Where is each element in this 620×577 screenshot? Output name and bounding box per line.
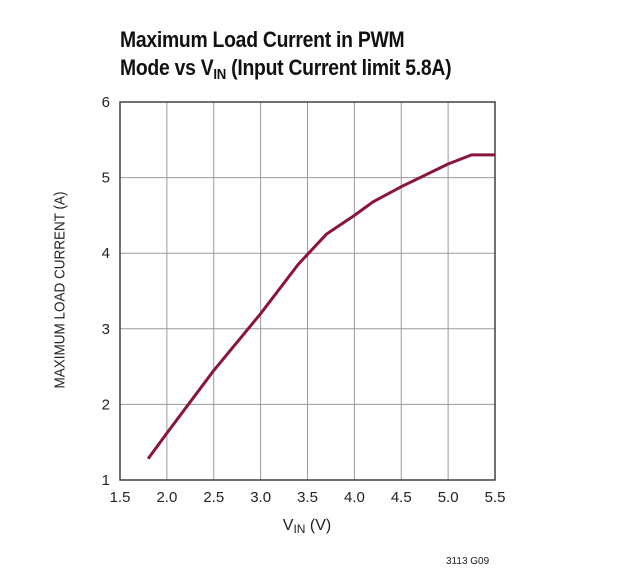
chart-title-line1: Maximum Load Current in PWM xyxy=(120,27,405,52)
chart-tick-labels: 1.5 2.0 2.5 3.0 3.5 4.0 4.5 5.0 5.5 1 2 3 4 5 6 xyxy=(102,94,506,506)
chart-series xyxy=(146,153,495,460)
title-suffix: (Input Current limit 5.8A) xyxy=(226,55,452,80)
title-prefix: Mode vs V xyxy=(120,55,214,80)
y-tick-label: 5 xyxy=(102,170,110,187)
x-axis-label-subscript: IN xyxy=(293,522,306,536)
x-tick-label: 2.0 xyxy=(156,489,177,506)
x-axis-label-prefix: V xyxy=(282,517,294,534)
figure-id: 3113 G09 xyxy=(446,556,490,567)
title-subscript: IN xyxy=(213,66,227,83)
y-tick-label: 3 xyxy=(102,321,110,338)
x-tick-label: 2.5 xyxy=(203,489,224,506)
y-tick-label: 4 xyxy=(102,245,110,262)
plot-frame xyxy=(119,101,496,481)
y-tick-label: 1 xyxy=(102,472,110,489)
x-tick-label: 1.5 xyxy=(110,489,131,506)
x-tick-label: 3.0 xyxy=(250,489,271,506)
x-tick-label: 3.5 xyxy=(297,489,318,506)
x-tick-label: 5.5 xyxy=(485,489,506,506)
y-tick-label: 6 xyxy=(102,94,110,111)
chart-grid xyxy=(119,101,496,481)
x-tick-label: 4.0 xyxy=(344,489,365,506)
chart-title-line2: Mode vs VIN (Input Current limit 5.8A) xyxy=(120,54,452,89)
x-tick-label: 4.5 xyxy=(391,489,412,506)
y-tick-label: 2 xyxy=(102,396,110,413)
x-axis-label: VIN (V) xyxy=(283,517,331,536)
x-tick-label: 5.0 xyxy=(438,489,459,506)
chart-title: Maximum Load Current in PWM Mode vs VIN … xyxy=(120,26,452,89)
y-axis-label: MAXIMUM LOAD CURRENT (A) xyxy=(51,191,69,389)
x-axis-label-suffix: (V) xyxy=(305,517,332,534)
series-line xyxy=(146,153,495,460)
